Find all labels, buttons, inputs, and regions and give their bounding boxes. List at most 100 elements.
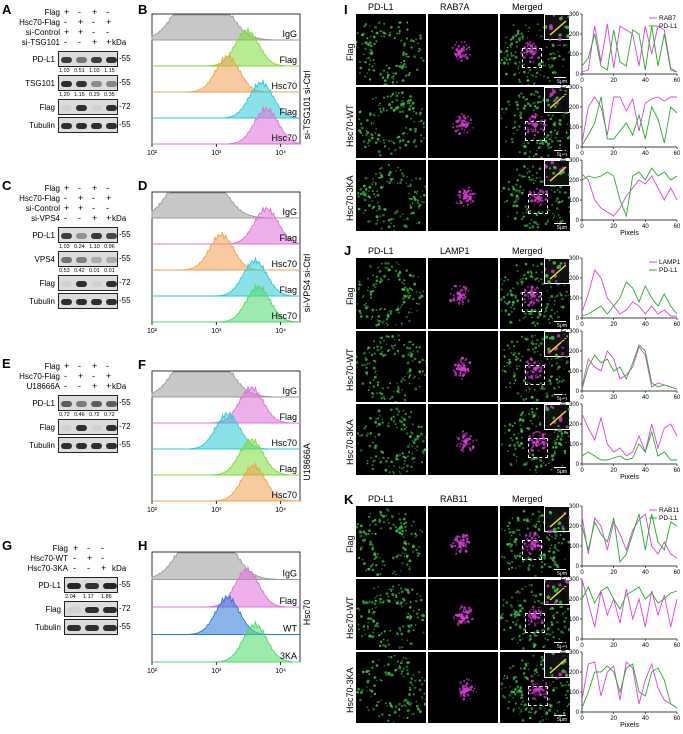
pdl1-speck — [357, 46, 359, 49]
pdl1-speck — [411, 311, 413, 314]
pdl1-speck — [509, 320, 513, 324]
pdl1-speck — [409, 354, 413, 358]
pdl1-speck — [381, 713, 384, 716]
pdl1-speck — [375, 215, 379, 219]
pdl1-speck — [504, 432, 506, 434]
intensity-series-rab7 — [581, 23, 678, 73]
pdl1-speck — [403, 704, 405, 706]
pdl1-speck — [396, 81, 398, 84]
scale-bar — [554, 642, 566, 643]
inset-speck — [552, 261, 557, 265]
pdl1-speck — [507, 215, 510, 218]
pdl1-speck — [523, 165, 526, 168]
pdl1-speck — [537, 416, 540, 419]
scale-bar-label: 5μm — [557, 79, 567, 85]
pdl1-speck — [359, 534, 363, 538]
pdl1-speck — [386, 109, 388, 112]
pdl1-speck — [411, 445, 413, 448]
pdl1-speck — [513, 132, 515, 135]
pdl1-speck — [528, 564, 531, 567]
pdl1-speck — [531, 178, 535, 181]
blot-pd-l1 — [58, 51, 118, 67]
pdl1-speck — [397, 311, 400, 314]
pdl1-speck — [389, 702, 392, 705]
pdl1-speck — [504, 276, 507, 279]
channel-label: LAMP1 — [440, 246, 470, 256]
marker-speck — [466, 613, 468, 615]
pdl1-speck — [359, 448, 363, 452]
intensity-series-rab7 — [581, 173, 678, 217]
pdl1-speck — [521, 632, 525, 636]
pdl1-speck — [513, 217, 517, 220]
pdl1-speck — [555, 378, 559, 381]
pdl1-speck — [356, 361, 359, 364]
marker-speck — [535, 537, 537, 539]
pdl1-speck — [508, 531, 512, 534]
inset-speck — [547, 347, 551, 351]
inset-speck — [550, 269, 555, 274]
pdl1-speck — [372, 113, 375, 116]
pdl1-speck — [521, 718, 525, 722]
pdl1-speck — [387, 655, 390, 659]
pdl1-speck — [364, 356, 367, 359]
pdl1-speck — [380, 346, 383, 349]
marker-speck — [539, 438, 541, 441]
y-tick-label: 200 — [569, 32, 580, 38]
pdl1-speck — [524, 663, 528, 666]
pdl1-speck — [366, 432, 369, 435]
marker-speck — [535, 430, 538, 433]
zoom-inset — [544, 652, 570, 680]
pdl1-speck — [559, 534, 562, 536]
mw-marker: -72 — [119, 102, 131, 111]
pdl1-speck — [375, 275, 379, 279]
pdl1-speck — [528, 387, 531, 390]
marker-speck — [526, 548, 529, 551]
pdl1-speck — [366, 43, 370, 46]
pdl1-speck — [367, 204, 371, 207]
marker-speck — [454, 53, 458, 56]
pdl1-speck — [548, 708, 552, 712]
pdl1-speck — [377, 150, 381, 154]
micrograph-marker — [428, 652, 498, 723]
pdl1-speck — [521, 606, 524, 610]
pdl1-speck — [408, 559, 412, 563]
mw-marker: -55 — [119, 622, 131, 631]
marker-speck — [461, 299, 463, 301]
marker-speck — [534, 123, 536, 126]
pdl1-speck — [558, 375, 561, 378]
marker-speck — [457, 124, 460, 127]
pdl1-speck — [416, 449, 418, 451]
x-tick-label: 20 — [610, 78, 617, 84]
marker-speck — [464, 196, 468, 199]
sign-minus: - — [78, 37, 81, 47]
marker-speck — [449, 298, 452, 301]
marker-speck — [470, 685, 474, 689]
pdl1-speck — [362, 140, 366, 143]
marker-speck — [458, 115, 461, 118]
pdl1-speck — [356, 432, 360, 435]
condition-label: si-Control — [25, 28, 60, 37]
pdl1-speck — [412, 551, 414, 553]
pdl1-speck — [402, 279, 406, 282]
pdl1-speck — [387, 316, 390, 318]
mw-marker: -55 — [119, 296, 131, 305]
pdl1-speck — [506, 620, 509, 623]
pdl1-speck — [513, 201, 516, 204]
channel-label: Merged — [512, 246, 543, 256]
intensity-series-pd-l1 — [581, 25, 678, 73]
pdl1-speck — [400, 420, 404, 424]
marker-speck — [461, 296, 465, 300]
pdl1-speck — [375, 279, 379, 283]
pdl1-speck — [407, 296, 411, 300]
pdl1-speck — [531, 225, 535, 229]
kda-label: kDa — [112, 564, 127, 573]
pdl1-speck — [374, 435, 377, 438]
pdl1-speck — [383, 79, 387, 83]
line-scan-arrow — [549, 264, 567, 280]
pdl1-speck — [533, 93, 536, 97]
marker-speck — [468, 688, 472, 692]
pdl1-speck — [515, 613, 519, 617]
marker-speck — [473, 196, 476, 198]
inset-speck — [554, 353, 559, 357]
pdl1-speck — [545, 536, 549, 539]
